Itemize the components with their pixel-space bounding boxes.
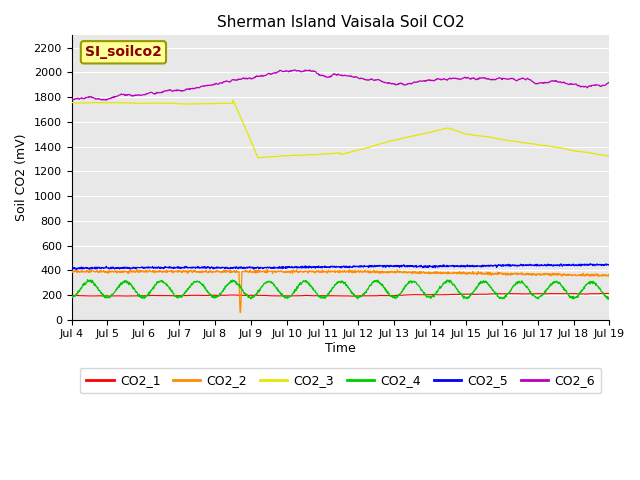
Text: SI_soilco2: SI_soilco2 <box>85 45 162 60</box>
X-axis label: Time: Time <box>325 342 356 355</box>
Y-axis label: Soil CO2 (mV): Soil CO2 (mV) <box>15 134 28 221</box>
Legend: CO2_1, CO2_2, CO2_3, CO2_4, CO2_5, CO2_6: CO2_1, CO2_2, CO2_3, CO2_4, CO2_5, CO2_6 <box>80 368 601 393</box>
Title: Sherman Island Vaisala Soil CO2: Sherman Island Vaisala Soil CO2 <box>217 15 464 30</box>
